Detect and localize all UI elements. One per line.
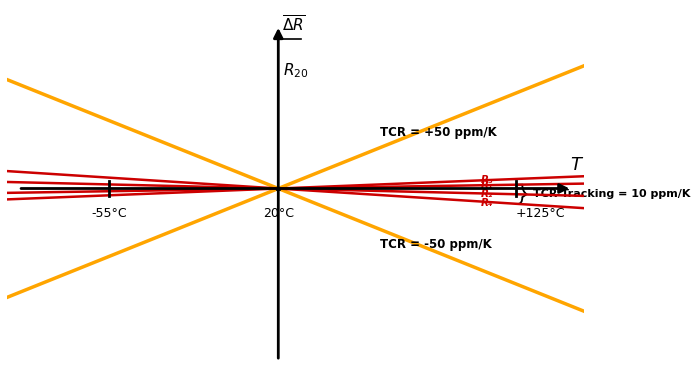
Text: R₃: R₃ — [481, 175, 493, 185]
Text: 20°C: 20°C — [262, 207, 294, 220]
Text: R₁: R₁ — [481, 180, 493, 190]
Text: $T$: $T$ — [570, 156, 584, 174]
Text: R₄: R₄ — [481, 198, 493, 208]
Text: $\overline{\Delta R}$: $\overline{\Delta R}$ — [281, 14, 304, 34]
Text: TCR = -50 ppm/K: TCR = -50 ppm/K — [380, 238, 492, 251]
Text: $R_{20}$: $R_{20}$ — [284, 61, 309, 80]
Text: R₂: R₂ — [481, 189, 493, 199]
Text: TCR = +50 ppm/K: TCR = +50 ppm/K — [380, 126, 497, 139]
Text: -55°C: -55°C — [91, 207, 127, 220]
Text: TCR Tracking = 10 ppm/K: TCR Tracking = 10 ppm/K — [533, 189, 690, 199]
Text: +125°C: +125°C — [516, 207, 565, 220]
